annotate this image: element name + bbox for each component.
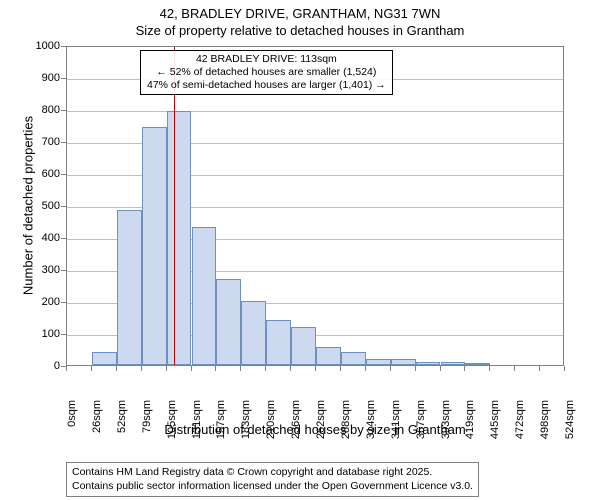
y-tick-mark bbox=[61, 78, 66, 79]
x-tick-mark bbox=[116, 366, 117, 371]
y-tick-mark bbox=[61, 46, 66, 47]
histogram-bar bbox=[291, 327, 316, 365]
chart-container: 42, BRADLEY DRIVE, GRANTHAM, NG31 7WN Si… bbox=[0, 0, 600, 500]
y-tick-mark bbox=[61, 270, 66, 271]
y-tick-mark bbox=[61, 334, 66, 335]
histogram-bar bbox=[92, 352, 117, 365]
annotation-line1: 42 BRADLEY DRIVE: 113sqm bbox=[147, 53, 386, 66]
chart-subtitle: Size of property relative to detached ho… bbox=[0, 21, 600, 38]
y-tick-mark bbox=[61, 174, 66, 175]
y-tick-label: 900 bbox=[30, 72, 60, 84]
y-tick-mark bbox=[61, 302, 66, 303]
histogram-bar bbox=[416, 362, 441, 365]
x-tick-mark bbox=[440, 366, 441, 371]
x-tick-mark bbox=[489, 366, 490, 371]
y-tick-mark bbox=[61, 142, 66, 143]
y-tick-label: 0 bbox=[30, 360, 60, 372]
gridline bbox=[67, 111, 563, 112]
x-tick-label: 524sqm bbox=[564, 400, 576, 450]
histogram-bar bbox=[266, 320, 291, 365]
footer-attribution: Contains HM Land Registry data © Crown c… bbox=[66, 462, 479, 497]
histogram-bar bbox=[391, 359, 416, 365]
histogram-bar bbox=[192, 227, 217, 365]
x-tick-mark bbox=[141, 366, 142, 371]
y-tick-mark bbox=[61, 206, 66, 207]
x-tick-mark bbox=[91, 366, 92, 371]
histogram-bar bbox=[117, 210, 142, 365]
x-tick-mark bbox=[514, 366, 515, 371]
histogram-bar bbox=[241, 301, 266, 365]
histogram-bar bbox=[441, 362, 466, 365]
x-tick-mark bbox=[290, 366, 291, 371]
y-tick-label: 1000 bbox=[30, 40, 60, 52]
y-tick-mark bbox=[61, 238, 66, 239]
histogram-bar bbox=[316, 347, 341, 365]
histogram-bar bbox=[341, 352, 366, 365]
footer-line1: Contains HM Land Registry data © Crown c… bbox=[72, 466, 473, 480]
x-tick-mark bbox=[539, 366, 540, 371]
x-tick-mark bbox=[215, 366, 216, 371]
x-tick-mark bbox=[315, 366, 316, 371]
x-tick-mark bbox=[166, 366, 167, 371]
x-tick-mark bbox=[240, 366, 241, 371]
histogram-bar bbox=[142, 127, 167, 365]
annotation-box: 42 BRADLEY DRIVE: 113sqm ← 52% of detach… bbox=[140, 50, 393, 95]
x-tick-mark bbox=[415, 366, 416, 371]
y-axis-label: Number of detached properties bbox=[21, 96, 36, 316]
histogram-bar bbox=[465, 363, 490, 365]
footer-line2: Contains public sector information licen… bbox=[72, 480, 473, 494]
y-tick-label: 100 bbox=[30, 328, 60, 340]
y-tick-mark bbox=[61, 110, 66, 111]
x-axis-label: Distribution of detached houses by size … bbox=[66, 422, 564, 437]
x-tick-mark bbox=[66, 366, 67, 371]
histogram-bar bbox=[366, 359, 391, 365]
annotation-line3: 47% of semi-detached houses are larger (… bbox=[147, 79, 386, 92]
x-tick-mark bbox=[191, 366, 192, 371]
chart-title: 42, BRADLEY DRIVE, GRANTHAM, NG31 7WN bbox=[0, 0, 600, 21]
x-tick-mark bbox=[564, 366, 565, 371]
x-tick-mark bbox=[464, 366, 465, 371]
x-tick-mark bbox=[265, 366, 266, 371]
annotation-line2: ← 52% of detached houses are smaller (1,… bbox=[147, 66, 386, 79]
histogram-bar bbox=[167, 111, 192, 365]
x-tick-mark bbox=[365, 366, 366, 371]
x-tick-mark bbox=[340, 366, 341, 371]
x-tick-mark bbox=[390, 366, 391, 371]
histogram-bar bbox=[216, 279, 241, 365]
